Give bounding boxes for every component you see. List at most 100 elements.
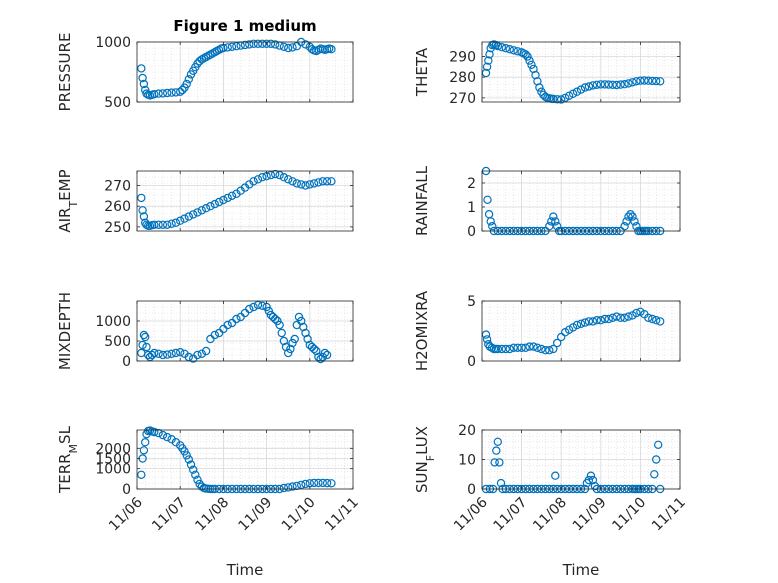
data-point xyxy=(162,432,172,442)
data-point xyxy=(171,218,181,227)
data-point xyxy=(509,46,518,55)
data-point xyxy=(249,39,258,49)
data-point xyxy=(154,89,163,98)
data-point xyxy=(525,342,534,351)
data-point xyxy=(258,301,267,310)
data-point xyxy=(521,343,530,352)
data-point xyxy=(301,479,310,489)
data-point xyxy=(150,348,159,358)
data-point xyxy=(275,170,284,180)
data-point xyxy=(612,80,621,90)
data-point xyxy=(193,350,202,360)
data-point xyxy=(588,81,598,90)
data-point xyxy=(553,338,562,348)
data-point xyxy=(626,209,635,219)
data-point xyxy=(652,76,661,86)
data-point xyxy=(142,220,151,229)
data-point xyxy=(223,193,232,203)
data-point xyxy=(227,191,237,200)
data-point xyxy=(644,313,653,322)
data-point xyxy=(493,344,502,354)
data-point xyxy=(288,338,297,348)
subplot-h2omixra: 0 5 H2OMIXRA xyxy=(413,290,681,371)
y-axis-label: AIRTEMP xyxy=(56,169,80,232)
data-point xyxy=(320,348,330,358)
data-point xyxy=(232,42,241,51)
data-point xyxy=(523,52,532,61)
data-point xyxy=(197,206,206,215)
data-point xyxy=(139,79,149,89)
data-point xyxy=(201,203,211,213)
data-point xyxy=(485,50,494,59)
data-point xyxy=(284,483,293,492)
data-point xyxy=(580,83,590,92)
data-point xyxy=(223,43,232,52)
x-tick-label: 11/06 xyxy=(106,494,146,534)
data-point xyxy=(162,88,172,98)
data-point xyxy=(227,42,237,52)
y-tick-label: 5 xyxy=(467,294,476,310)
data-point xyxy=(537,344,546,354)
data-point xyxy=(223,320,232,330)
data-point xyxy=(167,88,176,97)
data-point xyxy=(644,76,653,85)
data-point xyxy=(624,312,633,321)
data-point xyxy=(314,178,323,187)
data-point xyxy=(175,87,185,97)
data-point xyxy=(572,320,582,330)
data-point xyxy=(277,328,286,338)
data-point xyxy=(279,483,289,493)
data-point xyxy=(576,319,586,328)
data-point xyxy=(245,304,254,314)
data-point xyxy=(139,446,149,455)
data-point xyxy=(175,216,185,225)
data-point xyxy=(178,85,187,95)
data-point xyxy=(162,350,172,359)
data-point xyxy=(568,89,578,98)
data-point xyxy=(273,316,282,326)
data-point xyxy=(588,475,598,485)
data-point xyxy=(214,197,224,207)
data-point xyxy=(158,430,168,440)
y-tick-label: 1000 xyxy=(95,35,131,51)
data-point xyxy=(622,217,631,226)
x-tick-label: 11/10 xyxy=(279,495,319,535)
data-point xyxy=(201,346,211,356)
x-tick-label: 11/06 xyxy=(451,494,491,534)
data-point xyxy=(258,39,267,49)
data-point xyxy=(596,80,606,89)
data-point xyxy=(258,172,267,182)
data-point xyxy=(219,195,228,205)
data-point xyxy=(240,40,250,50)
data-point xyxy=(158,350,168,360)
data-point xyxy=(188,210,198,219)
x-tick-label: 11/11 xyxy=(322,495,362,535)
data-point xyxy=(612,312,621,321)
data-point xyxy=(182,451,191,460)
data-point xyxy=(656,317,665,326)
data-point xyxy=(193,208,202,217)
data-point xyxy=(547,217,556,226)
data-point xyxy=(167,219,176,228)
x-tick-label: 11/07 xyxy=(491,495,531,535)
figure-title: Figure 1 medium xyxy=(173,17,316,35)
data-point xyxy=(290,334,299,344)
data-point xyxy=(137,64,146,73)
data-point xyxy=(580,318,590,327)
data-point xyxy=(545,346,554,355)
data-point xyxy=(184,212,193,221)
data-point xyxy=(140,438,150,447)
data-point xyxy=(139,330,149,340)
data-point xyxy=(139,212,149,221)
data-point xyxy=(292,42,301,51)
data-point xyxy=(316,354,325,364)
data-point xyxy=(206,201,215,211)
data-point xyxy=(154,220,163,229)
y-tick-label: 1000 xyxy=(95,314,131,330)
data-point xyxy=(549,94,558,104)
data-point xyxy=(596,316,606,325)
data-point xyxy=(549,344,558,354)
data-point xyxy=(137,470,146,479)
y-tick-label: 290 xyxy=(449,49,476,65)
